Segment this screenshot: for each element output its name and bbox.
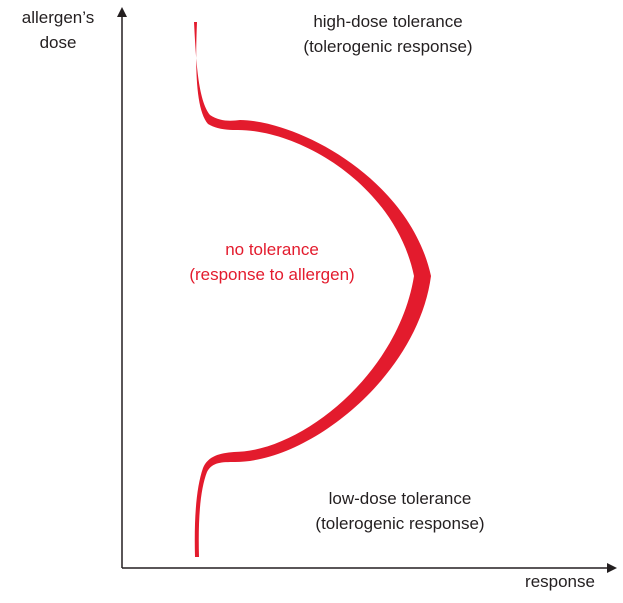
y-axis-label-line2: dose	[40, 33, 77, 52]
low-dose-label-line2: (tolerogenic response)	[315, 514, 484, 533]
x-axis-label: response	[525, 572, 595, 591]
no-tolerance-label-line2: (response to allergen)	[189, 265, 354, 284]
y-axis-label-line1: allergen’s	[22, 8, 94, 27]
low-dose-label-line1: low-dose tolerance	[329, 489, 472, 508]
high-dose-label-line2: (tolerogenic response)	[303, 37, 472, 56]
high-dose-label-line1: high-dose tolerance	[313, 12, 462, 31]
response-curve	[194, 22, 431, 557]
no-tolerance-label-line1: no tolerance	[225, 240, 319, 259]
